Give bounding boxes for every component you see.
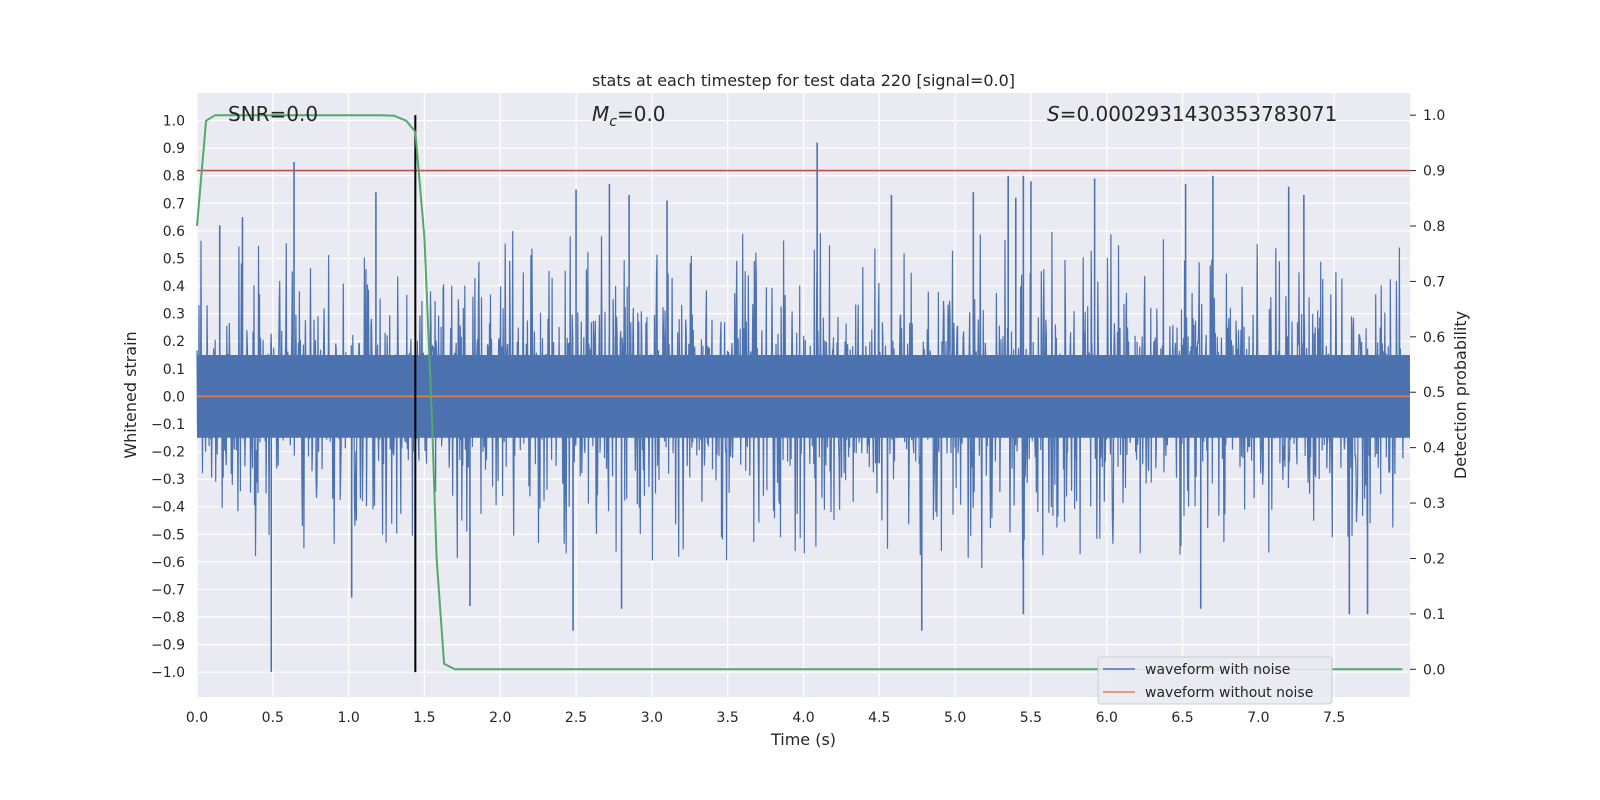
y-axis-label: Whitened strain bbox=[121, 331, 140, 458]
legend-box bbox=[1097, 656, 1333, 705]
y-tick-label: 0.6 bbox=[163, 224, 185, 240]
chart-title: stats at each timestep for test data 220… bbox=[592, 71, 1015, 90]
mc-annotation: Mc=0.0 bbox=[592, 102, 666, 130]
y-tick-label: −0.3 bbox=[151, 472, 185, 488]
y2-tick-label: 1.0 bbox=[1423, 108, 1445, 124]
mc-value: =0.0 bbox=[617, 102, 666, 126]
y2-axis-ticks: 1.0 0.9 0.8 0.7 0.6 0.5 0.4 0.3 0.2 0.1 0.0 bbox=[1410, 108, 1445, 678]
y2-tick-label: 0.6 bbox=[1423, 330, 1445, 346]
x-tick-label: 4.5 bbox=[868, 710, 890, 726]
x-tick-label: 7.0 bbox=[1247, 710, 1269, 726]
x-tick-label: 2.5 bbox=[565, 710, 587, 726]
y-tick-label: −0.2 bbox=[151, 445, 185, 461]
y-tick-label: −0.6 bbox=[151, 555, 185, 571]
x-tick-label: 2.0 bbox=[489, 710, 511, 726]
y2-tick-label: 0.8 bbox=[1423, 219, 1445, 235]
x-tick-label: 0.5 bbox=[262, 710, 284, 726]
s-value: =0.0002931430353783071 bbox=[1060, 102, 1338, 126]
x-tick-label: 6.0 bbox=[1096, 710, 1118, 726]
y2-tick-label: 0.2 bbox=[1423, 551, 1445, 567]
y2-tick-label: 0.5 bbox=[1423, 385, 1445, 401]
x-tick-label: 3.5 bbox=[717, 710, 739, 726]
y2-tick-label: 0.1 bbox=[1423, 607, 1445, 623]
y2-tick-label: 0.7 bbox=[1423, 274, 1445, 290]
s-annotation: S=0.0002931430353783071 bbox=[1047, 102, 1337, 126]
y-tick-label: 0.3 bbox=[163, 307, 185, 323]
x-tick-label: 0.0 bbox=[186, 710, 208, 726]
y2-tick-label: 0.3 bbox=[1423, 496, 1445, 512]
legend-label-noise: waveform with noise bbox=[1145, 662, 1290, 678]
y2-tick-label: 0.4 bbox=[1423, 441, 1445, 457]
x-tick-label: 4.0 bbox=[792, 710, 814, 726]
y-axis-ticks: 1.0 0.9 0.8 0.7 0.6 0.5 0.4 0.3 0.2 0.1 0.0 −0.1 −0.… bbox=[151, 114, 185, 682]
y-tick-label: 0.5 bbox=[163, 251, 185, 267]
y-tick-label: 0.1 bbox=[163, 362, 185, 378]
y-tick-label: 0.2 bbox=[163, 334, 185, 350]
y-tick-label: 0.0 bbox=[163, 389, 185, 405]
x-tick-label: 7.5 bbox=[1323, 710, 1345, 726]
x-tick-label: 5.0 bbox=[944, 710, 966, 726]
detection-probability-line bbox=[196, 114, 1403, 671]
mc-subscript: c bbox=[609, 114, 617, 130]
legend-label-clean: waveform without noise bbox=[1145, 685, 1313, 701]
y-tick-label: −0.8 bbox=[151, 610, 185, 626]
y-tick-label: −0.5 bbox=[151, 527, 185, 543]
y-tick-label: −0.1 bbox=[151, 417, 185, 433]
y2-tick-label: 0.9 bbox=[1423, 164, 1445, 180]
s-symbol: S bbox=[1047, 102, 1060, 126]
y-tick-label: 0.7 bbox=[163, 196, 185, 212]
mc-symbol: M bbox=[592, 102, 609, 126]
x-tick-label: 6.5 bbox=[1171, 710, 1193, 726]
y-tick-label: 0.4 bbox=[163, 279, 185, 295]
x-axis-label: Time (s) bbox=[770, 730, 836, 749]
y-tick-label: 0.9 bbox=[163, 141, 185, 157]
y-tick-label: 1.0 bbox=[163, 114, 185, 130]
x-tick-label: 5.5 bbox=[1020, 710, 1042, 726]
x-tick-label: 1.5 bbox=[413, 710, 435, 726]
y-tick-label: −0.9 bbox=[151, 638, 185, 654]
x-tick-label: 1.0 bbox=[337, 710, 359, 726]
x-axis-ticks: 0.0 0.5 1.0 1.5 2.0 2.5 3.0 3.5 4.0 4.5 5.0 5.5 6.0 6… bbox=[186, 710, 1345, 726]
y-tick-label: 0.8 bbox=[163, 169, 185, 185]
y-tick-label: −1.0 bbox=[151, 665, 185, 681]
y-tick-label: −0.4 bbox=[151, 500, 185, 516]
snr-annotation: SNR=0.0 bbox=[228, 102, 318, 126]
y2-axis-label: Detection probability bbox=[1451, 311, 1470, 479]
y2-tick-label: 0.0 bbox=[1423, 662, 1445, 678]
x-tick-label: 3.0 bbox=[641, 710, 663, 726]
y-tick-label: −0.7 bbox=[151, 582, 185, 598]
legend: waveform with noise waveform without noi… bbox=[1097, 656, 1333, 705]
